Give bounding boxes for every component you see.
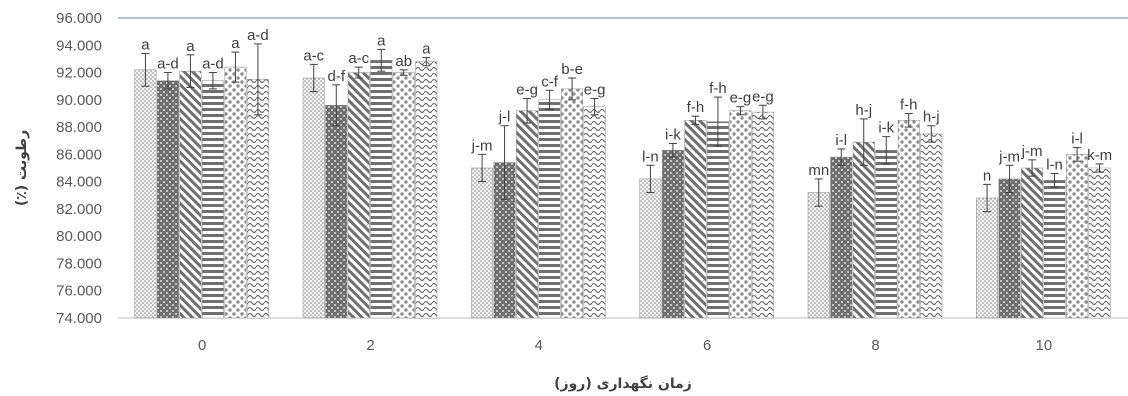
y-tick-label: 96.000: [56, 10, 102, 27]
bar: [370, 60, 393, 319]
data-label: mn: [808, 162, 829, 179]
y-tick-label: 82.000: [56, 201, 102, 218]
x-tick-label: 0: [198, 337, 206, 354]
data-label: h-j: [923, 109, 940, 126]
bar: [583, 106, 606, 319]
bar: [706, 121, 729, 319]
data-label: a-d: [202, 56, 224, 73]
y-axis-title: رطوبت (٪): [14, 130, 30, 206]
data-label: i-l: [1071, 131, 1083, 148]
bar: [976, 197, 999, 319]
bar: [179, 70, 202, 319]
bar: [1066, 154, 1089, 319]
data-label: a: [186, 38, 195, 55]
y-tick-label: 78.000: [56, 255, 102, 272]
y-tick-label: 76.000: [56, 283, 102, 300]
bar: [807, 192, 830, 319]
data-label: l-n: [642, 148, 659, 165]
x-tick-label: 10: [1035, 337, 1052, 354]
bar: [471, 167, 494, 319]
bar: [1043, 180, 1066, 319]
y-tick-label: 84.000: [56, 174, 102, 191]
bar: [751, 111, 774, 319]
data-label: n: [983, 167, 991, 184]
data-label: a-c: [303, 47, 324, 64]
data-label: a: [231, 35, 240, 52]
bar: [897, 120, 920, 319]
bar: [224, 66, 247, 319]
data-label: e-g: [584, 81, 606, 98]
data-label: j-m: [998, 148, 1020, 165]
x-axis-title: زمان نگهداری (روز): [554, 375, 692, 392]
data-label: i-l: [835, 132, 847, 149]
bar: [561, 88, 584, 319]
x-tick-label: 8: [871, 337, 879, 354]
data-label: a-c: [348, 50, 369, 67]
data-label: c-f: [541, 73, 558, 90]
bar: [661, 150, 684, 319]
y-tick-label: 86.000: [56, 146, 102, 163]
data-label: j-m: [1021, 143, 1043, 160]
y-tick-label: 74.000: [56, 310, 102, 327]
bar: [998, 178, 1021, 319]
data-label: j-m: [471, 137, 493, 154]
x-tick-label: 6: [703, 337, 711, 354]
x-tick-label: 4: [535, 337, 543, 354]
data-label: ab: [395, 53, 412, 70]
bar: [156, 80, 179, 319]
data-label: a-d: [157, 56, 179, 73]
bar: [852, 141, 875, 319]
bar: [1088, 167, 1111, 319]
bar: [920, 133, 943, 319]
data-label: f-h: [900, 96, 918, 113]
bar: [516, 110, 539, 319]
data-label: d-f: [327, 68, 345, 85]
data-label: e-g: [730, 90, 752, 107]
data-label: i-k: [878, 120, 894, 137]
data-label: a: [377, 32, 386, 49]
data-label: h-j: [855, 102, 872, 119]
data-label: f-h: [709, 80, 727, 97]
data-label: e-g: [752, 88, 774, 105]
data-label: a: [422, 41, 431, 58]
bar: [392, 72, 415, 319]
data-label: l-n: [1046, 156, 1063, 173]
bar: [415, 61, 438, 319]
data-label: a-d: [247, 27, 269, 44]
data-label: j-l: [498, 109, 511, 126]
bar: [875, 150, 898, 319]
bar: [134, 69, 157, 319]
y-tick-label: 90.000: [56, 92, 102, 109]
data-label: b-e: [561, 61, 583, 78]
bar: [1021, 167, 1044, 319]
data-label: i-k: [665, 126, 681, 143]
data-label: k-m: [1087, 147, 1112, 164]
bar: [201, 80, 224, 319]
data-label: e-g: [516, 81, 538, 98]
bar: [347, 72, 370, 319]
bar: [538, 99, 561, 319]
bar: [302, 77, 325, 319]
bar: [729, 110, 752, 319]
bar: [684, 120, 707, 319]
data-label: a: [141, 36, 150, 53]
data-label: f-h: [687, 99, 705, 116]
y-tick-label: 80.000: [56, 228, 102, 245]
bar: [639, 178, 662, 319]
bar: [830, 156, 853, 319]
y-tick-label: 88.000: [56, 119, 102, 136]
y-tick-label: 92.000: [56, 65, 102, 82]
y-tick-label: 94.000: [56, 37, 102, 54]
x-tick-label: 2: [366, 337, 374, 354]
bar: [325, 105, 348, 319]
